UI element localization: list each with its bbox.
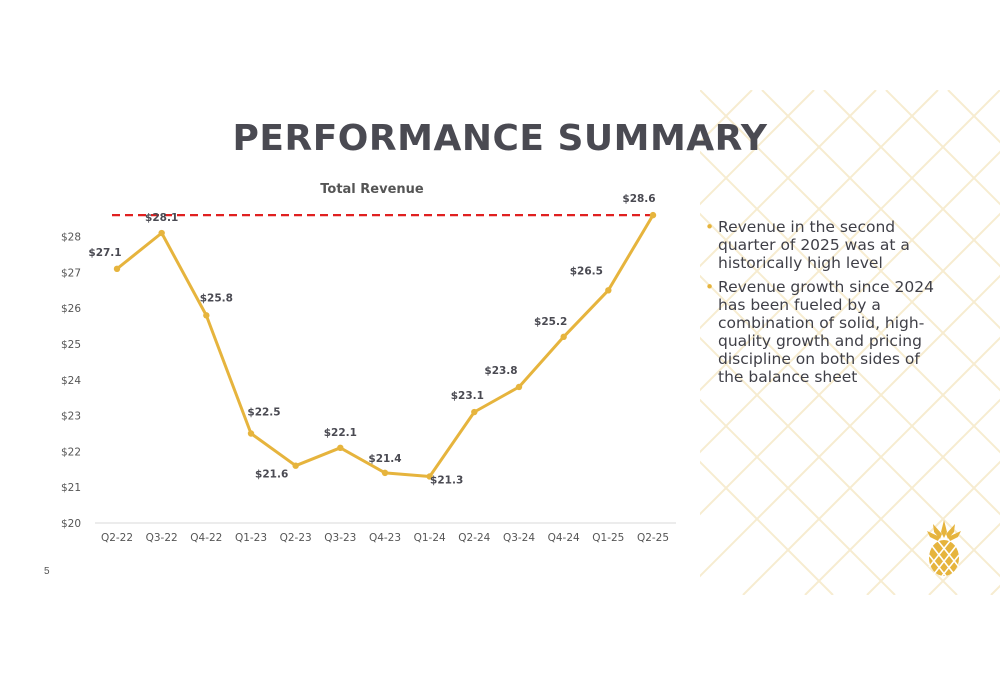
y-tick-label: $21 <box>61 482 81 494</box>
data-label: $21.3 <box>430 474 463 486</box>
x-tick-label: Q3-23 <box>324 532 356 544</box>
data-point <box>337 444 344 452</box>
data-point <box>649 211 657 219</box>
chart-title: Total Revenue <box>320 182 424 197</box>
data-point <box>203 312 210 319</box>
x-tick-label: Q1-25 <box>592 532 624 544</box>
data-label: $22.1 <box>324 427 357 439</box>
y-tick-label: $20 <box>61 518 81 530</box>
bullet-dot-icon: • <box>705 218 715 236</box>
data-point <box>471 408 478 416</box>
x-tick-label: Q4-24 <box>548 532 580 544</box>
y-tick-label: $26 <box>61 303 81 315</box>
bullet-text: Revenue in the second quarter of 2025 wa… <box>718 218 910 272</box>
data-point <box>381 469 389 477</box>
data-point <box>247 430 255 437</box>
bullet-item: • Revenue in the second quarter of 2025 … <box>705 218 935 272</box>
x-tick-label: Q2-22 <box>101 532 133 544</box>
pineapple-icon <box>927 520 961 577</box>
y-tick-label: $24 <box>61 375 81 387</box>
data-label: $28.1 <box>145 212 178 224</box>
x-tick-label: Q3-24 <box>503 532 535 544</box>
data-point <box>560 333 567 341</box>
series-line-total-revenue <box>116 214 655 478</box>
data-label: $25.8 <box>200 292 233 304</box>
data-point <box>113 265 121 273</box>
data-label: $28.6 <box>622 193 655 205</box>
bullet-item: • Revenue growth since 2024 has been fue… <box>705 278 935 386</box>
data-label: $21.6 <box>255 469 288 481</box>
page-number: 5 <box>44 566 50 577</box>
data-label: $26.5 <box>570 265 603 277</box>
x-tick-label: Q1-24 <box>414 532 446 544</box>
data-label: $21.4 <box>368 453 401 465</box>
y-tick-label: $23 <box>61 411 81 423</box>
y-tick-label: $28 <box>61 232 81 244</box>
data-label: $25.2 <box>534 316 567 328</box>
data-label: $23.1 <box>451 390 484 402</box>
data-label: $22.5 <box>247 407 280 419</box>
x-tick-label: Q2-25 <box>637 532 669 544</box>
data-point <box>292 462 299 469</box>
x-tick-label: Q2-24 <box>458 532 490 544</box>
data-point <box>605 287 612 294</box>
summary-bullets: • Revenue in the second quarter of 2025 … <box>705 218 935 392</box>
x-tick-label: Q1-23 <box>235 532 267 544</box>
x-tick-label: Q4-22 <box>190 532 222 544</box>
data-label: $23.8 <box>484 365 517 377</box>
data-label: $27.1 <box>88 247 121 259</box>
x-tick-label: Q4-23 <box>369 532 401 544</box>
y-tick-label: $22 <box>61 446 81 458</box>
y-tick-label: $27 <box>61 267 81 279</box>
bullet-text: Revenue growth since 2024 has been fuele… <box>718 278 934 386</box>
bullet-dot-icon: • <box>705 278 715 296</box>
y-tick-label: $25 <box>61 339 81 351</box>
data-point <box>426 473 433 480</box>
data-point <box>158 229 165 237</box>
x-tick-label: Q2-23 <box>280 532 312 544</box>
x-tick-label: Q3-22 <box>146 532 178 544</box>
data-point <box>515 383 523 391</box>
page-title: PERFORMANCE SUMMARY <box>232 118 768 159</box>
